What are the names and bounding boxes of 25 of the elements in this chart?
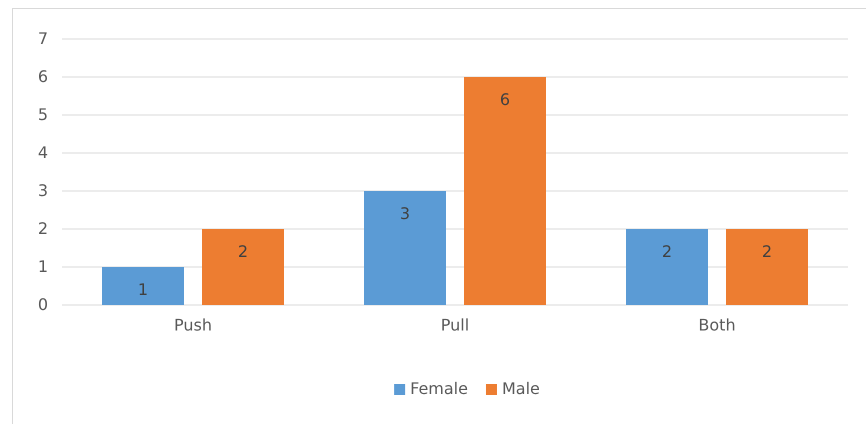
y-tick-label: 4 [38,143,48,162]
y-tick-label: 7 [38,29,48,48]
bar [626,229,708,305]
legend-label: Male [502,379,540,398]
data-label: 2 [662,242,672,261]
data-label: 1 [138,280,148,299]
x-tick-label: Both [698,315,736,334]
bar [364,191,446,305]
bar [726,229,808,305]
y-tick-label: 2 [38,219,48,238]
bar [464,77,546,305]
y-tick-label: 6 [38,67,48,86]
y-tick-label: 5 [38,105,48,124]
x-tick-label: Pull [440,315,470,334]
y-tick-label: 3 [38,181,48,200]
bar [202,229,284,305]
data-label: 2 [762,242,772,261]
y-tick-label: 0 [38,295,48,314]
data-label: 3 [400,204,410,223]
y-tick-label: 1 [38,257,48,276]
x-tick-label: Push [174,315,212,334]
data-label: 2 [238,242,248,261]
bar [102,267,184,305]
data-label: 6 [500,90,510,109]
legend-label: Female [410,379,468,398]
